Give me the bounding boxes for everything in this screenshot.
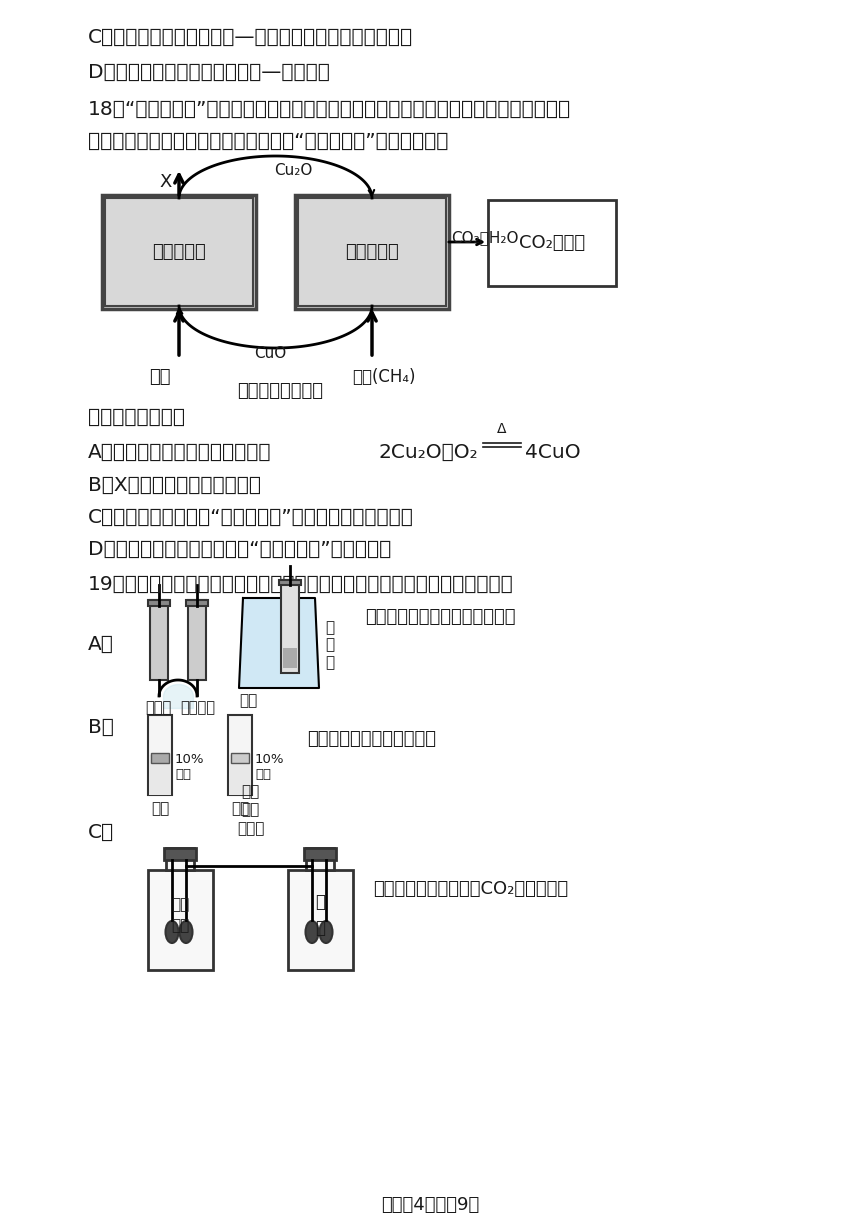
Text: CO₂捕集器: CO₂捕集器 [519, 233, 585, 252]
Text: 热水: 热水 [239, 693, 257, 708]
Text: Cu₂O: Cu₂O [274, 163, 313, 178]
Text: 空气: 空气 [149, 368, 170, 385]
Bar [188, 599, 206, 680]
Bar [488, 199, 616, 286]
Text: 酚酞溶液: 酚酞溶液 [180, 700, 215, 715]
Text: 试卷第4页，共9页: 试卷第4页，共9页 [381, 1197, 479, 1214]
Bar [279, 580, 301, 585]
Bar [150, 599, 168, 680]
Bar [148, 599, 170, 606]
Bar [186, 599, 208, 606]
Text: C．: C． [88, 823, 114, 841]
Text: B．: B． [88, 717, 114, 737]
Text: 探究温度对分子运动快慢的影响: 探究温度对分子运动快慢的影响 [365, 608, 515, 626]
Text: CuO: CuO [255, 347, 286, 361]
Bar [148, 715, 172, 795]
Text: 探究铁、镁金属活动性强弱: 探究铁、镁金属活动性强弱 [307, 730, 436, 748]
Text: 2Cu₂O＋O₂: 2Cu₂O＋O₂ [378, 443, 477, 462]
Text: 来实现燃料较低温度下燃烧的过程。某“化学链燃烧”的过程如下：: 来实现燃料较低温度下燃烧的过程。某“化学链燃烧”的过程如下： [88, 133, 448, 151]
Text: 4CuO: 4CuO [525, 443, 581, 462]
Text: 呼出
气体: 呼出 气体 [171, 897, 189, 933]
Bar [102, 195, 256, 309]
Text: 10%
盐酸: 10% 盐酸 [255, 753, 285, 781]
Bar [228, 715, 252, 795]
Bar [148, 869, 213, 970]
Text: 燃料反应器: 燃料反应器 [345, 243, 399, 261]
Bar [149, 755, 171, 795]
Text: B．X中氮气的含量比空气中高: B．X中氮气的含量比空气中高 [88, 475, 261, 495]
Text: D．鉴别实验室里的食盐和蔗糖—品尝味道: D．鉴别实验室里的食盐和蔗糖—品尝味道 [88, 63, 330, 81]
Text: 19．对比思想是化学实验中的常用思维方法。下列对比实验不能达到目的的是: 19．对比思想是化学实验中的常用思维方法。下列对比实验不能达到目的的是 [88, 575, 513, 593]
Text: 18．“化学链燃烧”是指燃料不直接与空气接触，而是以载氧体在两个反应器之间的循环: 18．“化学链燃烧”是指燃料不直接与空气接触，而是以载氧体在两个反应器之间的循环 [88, 100, 571, 119]
Text: 等量
澄清
石灰水: 等量 澄清 石灰水 [237, 784, 264, 837]
Text: CO₂、H₂O: CO₂、H₂O [451, 230, 519, 244]
Bar [306, 848, 334, 869]
Bar [166, 848, 194, 869]
Text: A．: A． [88, 635, 114, 654]
Ellipse shape [180, 921, 193, 942]
Text: 铁片: 铁片 [150, 801, 169, 816]
Bar [151, 753, 169, 762]
Text: D．等质量的甲烷直接燃烧比“化学链燃烧”消耗氧气多: D．等质量的甲烷直接燃烧比“化学链燃烧”消耗氧气多 [88, 540, 391, 559]
Text: 浓氨水: 浓氨水 [145, 700, 171, 715]
Ellipse shape [165, 921, 179, 942]
Text: C．除去铁粉中的少量铜粉—加足量稀硫酸充分反应后过滤: C．除去铁粉中的少量铜粉—加足量稀硫酸充分反应后过滤 [88, 28, 413, 47]
Text: 镁片: 镁片 [230, 801, 249, 816]
Bar [164, 848, 196, 860]
Text: 空
气: 空 气 [316, 894, 325, 936]
Text: 下列叙述错误的是: 下列叙述错误的是 [88, 409, 185, 427]
Text: 燃料(CH₄): 燃料(CH₄) [352, 368, 415, 385]
Text: X: X [159, 173, 171, 191]
Text: 空气反应器: 空气反应器 [152, 243, 206, 261]
Text: A．空气反应器中发生的反应为：: A．空气反应器中发生的反应为： [88, 443, 272, 462]
Bar [231, 753, 249, 762]
Bar [281, 580, 299, 672]
Bar [298, 198, 446, 306]
Bar [229, 755, 251, 795]
Bar [295, 195, 449, 309]
Text: 10%
硫酸: 10% 硫酸 [175, 753, 205, 781]
Ellipse shape [305, 921, 318, 942]
Text: Δ: Δ [497, 422, 507, 437]
Text: 浓
氨
水: 浓 氨 水 [325, 620, 335, 670]
Bar [105, 198, 253, 306]
Polygon shape [239, 598, 319, 688]
Ellipse shape [320, 921, 333, 942]
Text: 探究空气与呼出气体中CO₂含量的多少: 探究空气与呼出气体中CO₂含量的多少 [373, 880, 568, 897]
Bar [288, 869, 353, 970]
Bar [304, 848, 336, 860]
Text: 载氧体循环传送器: 载氧体循环传送器 [237, 382, 323, 400]
Bar [283, 648, 297, 668]
Text: C．与直接燃烧相比，“化学链燃烧”有利于二氧化碳的捕集: C．与直接燃烧相比，“化学链燃烧”有利于二氧化碳的捕集 [88, 508, 414, 527]
